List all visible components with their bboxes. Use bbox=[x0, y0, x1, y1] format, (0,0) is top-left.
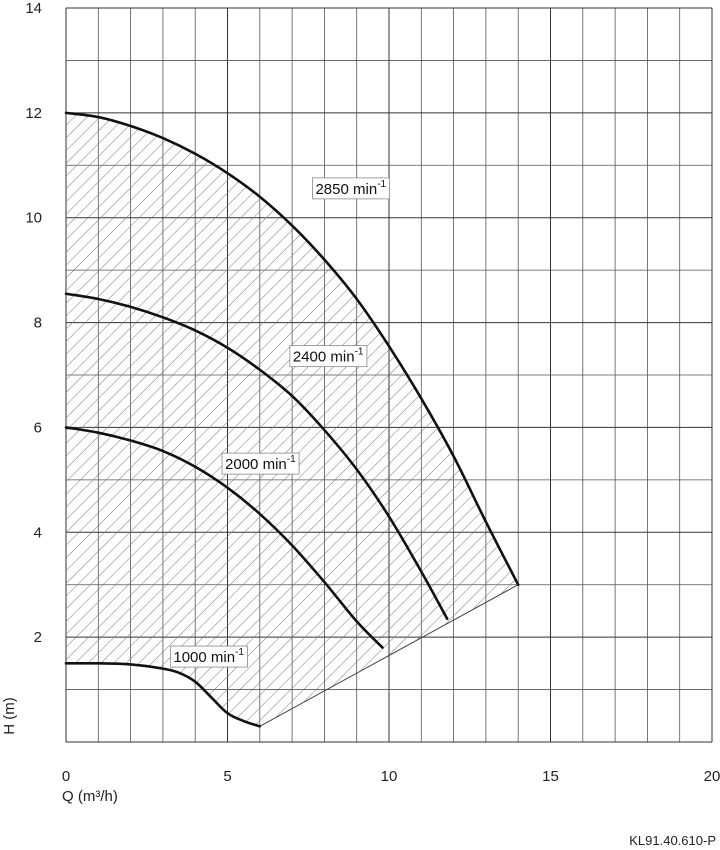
y-tick-label: 10 bbox=[25, 210, 42, 227]
series-label-2: 2000 min-1 bbox=[221, 452, 300, 475]
y-tick-label: 6 bbox=[34, 419, 42, 436]
x-tick-label: 10 bbox=[381, 768, 398, 785]
x-axis-title: Q (m³/h) bbox=[62, 788, 118, 805]
series-labels: 2850 min-1 2400 min-1 2000 min-1 1000 min-1 bbox=[169, 177, 390, 668]
speed-curve-1 bbox=[64, 292, 449, 621]
svg-text:2850 min-1: 2850 min-1 bbox=[315, 179, 386, 198]
x-tick-label: 5 bbox=[223, 768, 231, 785]
svg-text:1000 min-1: 1000 min-1 bbox=[173, 647, 244, 666]
operating-range-hatch bbox=[66, 112, 519, 727]
y-tick-label: 12 bbox=[25, 105, 42, 122]
y-tick-label: 2 bbox=[34, 629, 42, 646]
speed-curve-2 bbox=[64, 426, 384, 649]
svg-text:2400 min-1: 2400 min-1 bbox=[293, 347, 364, 366]
curves bbox=[64, 111, 520, 728]
svg-text:2000 min-1: 2000 min-1 bbox=[225, 454, 296, 473]
x-tick-label: 20 bbox=[704, 768, 720, 785]
series-label-0: 2850 min-1 bbox=[312, 177, 390, 200]
series-label-1: 2400 min-1 bbox=[289, 345, 368, 368]
operating-range-boundary bbox=[259, 584, 519, 727]
y-tick-label: 8 bbox=[34, 315, 42, 332]
y-tick-label: 4 bbox=[34, 524, 42, 541]
x-tick-label: 0 bbox=[62, 768, 70, 785]
speed-curve-0 bbox=[64, 111, 520, 587]
x-tick-labels: 0 5 10 15 20 bbox=[62, 768, 720, 785]
speed-curve-3 bbox=[64, 661, 262, 728]
figure-code: KL91.40.610-P bbox=[629, 833, 716, 848]
x-tick-label: 15 bbox=[542, 768, 559, 785]
y-axis-title: H (m) bbox=[1, 697, 18, 735]
series-label-3: 1000 min-1 bbox=[169, 645, 248, 668]
y-tick-label: 14 bbox=[25, 0, 42, 17]
y-tick-labels: 2 4 6 8 10 12 14 bbox=[25, 0, 42, 646]
